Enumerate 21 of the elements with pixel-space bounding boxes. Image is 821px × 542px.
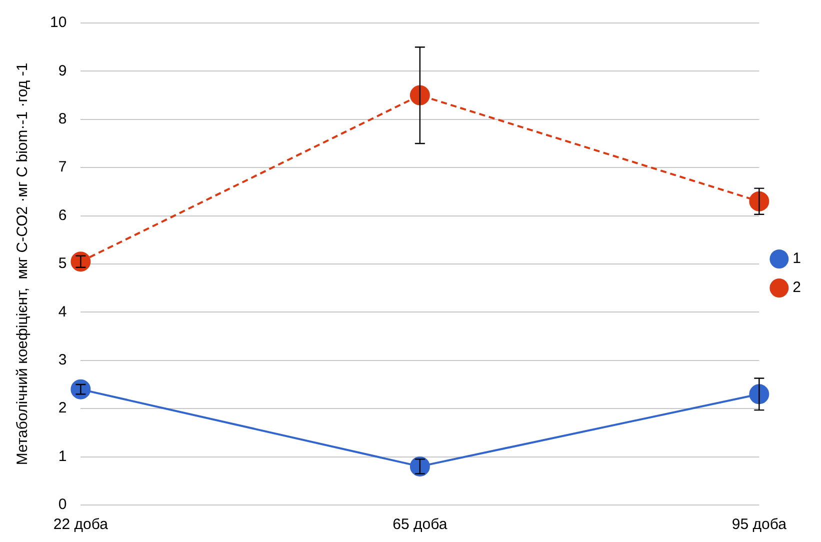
legend-label: 2	[792, 279, 801, 296]
y-tick-label: 2	[58, 400, 67, 417]
x-tick-label: 95 доба	[732, 516, 788, 534]
y-tick-label: 1	[58, 448, 67, 465]
y-tick-label: 5	[58, 255, 67, 272]
y-axis-title: Метаболічний коефіцієнт, мкг С-СО2 ·мг С biom·-1 ·год -1	[14, 62, 32, 466]
y-tick-label: 8	[58, 110, 67, 128]
y-tick-label: 4	[58, 303, 67, 320]
legend-label: 1	[792, 250, 801, 268]
y-tick-label: 9	[58, 62, 67, 80]
point	[410, 85, 430, 106]
point	[70, 252, 91, 272]
y-tick-label: 0	[58, 496, 67, 514]
x-tick-label: 65 доба	[392, 516, 448, 534]
point	[410, 456, 430, 476]
point	[70, 379, 91, 400]
y-tick-label: 6	[58, 206, 67, 224]
y-tick-label: 10	[50, 14, 67, 32]
y-tick-label: 7	[58, 158, 67, 176]
x-tick-label: 22 доба	[53, 516, 109, 534]
y-tick-label: 3	[58, 352, 67, 369]
